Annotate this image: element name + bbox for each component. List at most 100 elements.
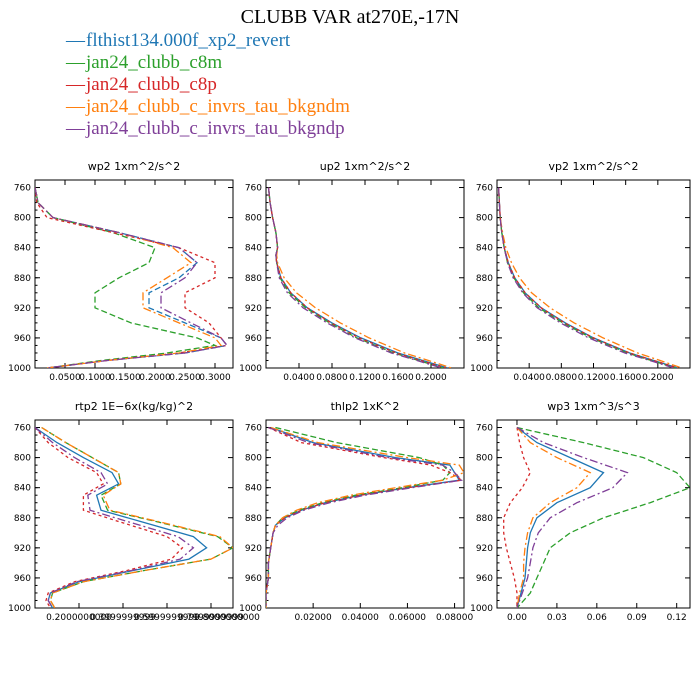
y-tick-label: 880 xyxy=(245,514,262,524)
x-tick-label: 0.1200 xyxy=(349,373,381,383)
chart-title: rtp2 1E−6x(kg/kg)^2 xyxy=(75,400,193,413)
legend-dash: — xyxy=(66,118,85,139)
series-line xyxy=(35,426,208,608)
y-tick-label: 800 xyxy=(476,214,493,224)
legend-item: —jan24_clubb_c_invrs_tau_bkgndp xyxy=(66,118,350,140)
series-group xyxy=(503,426,690,608)
legend-label: jan24_clubb_c8m xyxy=(86,52,223,73)
legend-label: jan24_clubb_c_invrs_tau_bkgndm xyxy=(86,96,350,117)
y-tick-label: 960 xyxy=(14,574,31,584)
series-line xyxy=(35,187,229,368)
chart-title: wp2 1xm^2/s^2 xyxy=(88,160,181,173)
plot-frame xyxy=(265,419,465,609)
series-line xyxy=(35,187,223,368)
y-tick-label: 760 xyxy=(245,184,262,194)
y-tick-label: 800 xyxy=(245,214,262,224)
y-tick-label: 840 xyxy=(245,484,262,494)
legend-label: jan24_clubb_c_invrs_tau_bkgndp xyxy=(86,118,345,139)
y-tick-label: 1000 xyxy=(239,364,262,374)
x-tick-label: 0.1000 xyxy=(79,373,111,383)
series-line xyxy=(266,426,451,608)
y-tick-label: 920 xyxy=(14,544,31,554)
chart-title: vp2 1xm^2/s^2 xyxy=(548,160,638,173)
x-tick-label: 0.02000 xyxy=(295,613,332,623)
y-tick-label: 920 xyxy=(245,304,262,314)
x-tick-label: 0.1600 xyxy=(382,373,414,383)
series-line xyxy=(497,187,675,368)
y-tick-label: 760 xyxy=(476,424,493,434)
x-tick-label: 0.2000000000 xyxy=(46,613,112,623)
x-tick-label: 0.03 xyxy=(547,613,567,623)
x-tick-label: 0.0400 xyxy=(513,373,545,383)
x-tick-label: 0.00 xyxy=(507,613,527,623)
legend-label: flthist134.000f_xp2_revert xyxy=(86,30,291,51)
y-tick-label: 880 xyxy=(245,274,262,284)
x-tick-label: 0.2000 xyxy=(415,373,447,383)
y-tick-label: 920 xyxy=(14,304,31,314)
chart-panel: wp2 1xm^2/s^2 760 800 840 880 920 960 1000 0.050… xyxy=(8,160,234,383)
series-line xyxy=(516,427,592,608)
y-tick-label: 1000 xyxy=(470,604,493,614)
x-tick-label: 0.0800 xyxy=(316,373,348,383)
page-title: CLUBB VAR at270E,-17N xyxy=(240,6,460,28)
legend-dash: — xyxy=(66,74,85,95)
y-tick-label: 920 xyxy=(245,544,262,554)
x-tick-label: 0.06 xyxy=(587,613,607,623)
y-tick-label: 1000 xyxy=(470,364,493,374)
y-tick-label: 960 xyxy=(245,334,262,344)
y-tick-label: 800 xyxy=(476,454,493,464)
y-tick-label: 840 xyxy=(14,244,31,254)
y-tick-label: 840 xyxy=(245,244,262,254)
series-line xyxy=(35,427,195,608)
series-group xyxy=(497,187,683,368)
y-tick-label: 800 xyxy=(14,214,31,224)
x-tick-label: 0.0500 xyxy=(49,373,81,383)
series-line xyxy=(41,426,233,608)
series-line xyxy=(516,426,690,608)
series-line xyxy=(266,426,461,608)
x-tick-label: 0.12 xyxy=(667,613,687,623)
series-line xyxy=(267,187,452,368)
x-tick-label: 0.06000 xyxy=(389,613,426,623)
x-tick-label: 0.1200 xyxy=(578,373,610,383)
chart-panel: up2 1xm^2/s^2 760 800 840 880 920 960 1000 0.040… xyxy=(239,160,465,383)
series-line xyxy=(35,187,229,368)
x-tick-label: 0.2000 xyxy=(139,373,171,383)
series-line xyxy=(267,187,442,368)
y-tick-label: 920 xyxy=(476,304,493,314)
y-tick-label: 880 xyxy=(476,274,493,284)
y-tick-label: 960 xyxy=(14,334,31,344)
legend-item: —flthist134.000f_xp2_revert xyxy=(66,30,350,52)
series-group xyxy=(35,187,229,368)
x-tick-label: 0.1600 xyxy=(610,373,642,383)
legend-label: jan24_clubb_c8p xyxy=(86,74,217,95)
series-group xyxy=(266,426,464,608)
plot-frame xyxy=(496,419,691,609)
chart-title: thlp2 1xK^2 xyxy=(331,400,400,413)
y-tick-label: 1000 xyxy=(239,604,262,614)
x-tick-label: 0.3999999999 xyxy=(90,613,156,623)
series-line xyxy=(503,427,532,608)
series-line xyxy=(35,427,184,608)
y-tick-label: 880 xyxy=(14,514,31,524)
series-group xyxy=(267,187,452,368)
x-tick-label: 0.0400 xyxy=(283,373,315,383)
plot-frame xyxy=(34,179,234,369)
y-tick-label: 840 xyxy=(14,484,31,494)
y-tick-label: 880 xyxy=(476,514,493,524)
y-tick-label: 1000 xyxy=(8,364,31,374)
x-tick-label: 0.7999999999 xyxy=(178,613,244,623)
series-line xyxy=(35,187,229,368)
y-tick-label: 960 xyxy=(476,334,493,344)
legend-dash: — xyxy=(66,52,85,73)
series-line xyxy=(497,187,679,368)
y-tick-label: 880 xyxy=(14,274,31,284)
x-tick-label: 0.04000 xyxy=(342,613,379,623)
series-line xyxy=(497,187,679,368)
series-line xyxy=(516,426,605,608)
chart-title: up2 1xm^2/s^2 xyxy=(320,160,411,173)
series-line xyxy=(266,426,463,608)
x-tick-label: 0.8000000000 xyxy=(194,613,260,623)
series-group xyxy=(35,426,233,608)
x-tick-label: 0.1500 xyxy=(109,373,141,383)
